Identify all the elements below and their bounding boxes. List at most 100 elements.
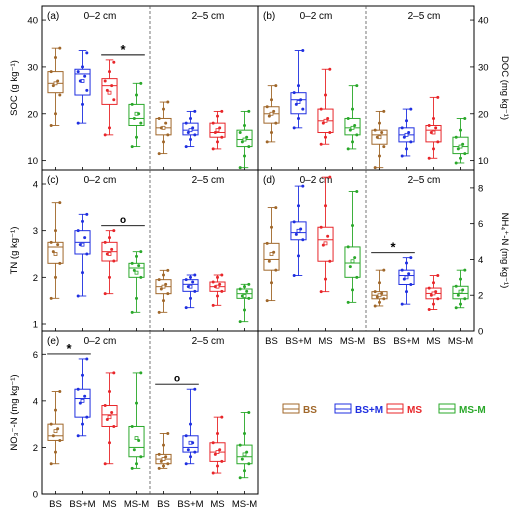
data-point (328, 131, 332, 135)
legend-label: BS (303, 405, 317, 416)
data-point (319, 290, 323, 294)
data-point (132, 448, 136, 452)
data-point (162, 273, 165, 277)
panel-label: (a) (47, 11, 59, 22)
box-BS+M-2-5cm (398, 107, 415, 158)
panel-label: (d) (263, 175, 275, 186)
data-point (459, 156, 462, 160)
box-mean (53, 252, 58, 256)
data-point (427, 156, 431, 160)
data-point (216, 140, 219, 144)
data-point (216, 431, 219, 435)
x-tick-label: MS-M (448, 336, 473, 347)
box-mean (215, 128, 220, 133)
legend-item-BS+M: BS+M (334, 403, 383, 416)
data-point (434, 126, 438, 130)
data-point (184, 434, 188, 438)
data-point (319, 225, 323, 229)
data-point (405, 147, 408, 151)
data-point (211, 471, 215, 475)
data-point (54, 275, 57, 279)
data-point (58, 390, 62, 394)
x-tick-label: BS (265, 336, 278, 347)
data-point (299, 98, 303, 102)
data-point (103, 240, 107, 244)
data-point (346, 300, 350, 304)
data-point (432, 302, 435, 306)
data-point (49, 123, 53, 127)
data-point (132, 116, 136, 120)
data-point (243, 308, 246, 312)
data-point (164, 455, 168, 459)
data-point (157, 310, 161, 314)
data-point (110, 247, 114, 251)
data-point (220, 273, 224, 277)
data-point (292, 91, 296, 95)
data-point (220, 459, 224, 463)
data-point (56, 79, 60, 83)
data-point (378, 121, 381, 125)
legend-item-BS: BS (282, 403, 317, 416)
data-point (186, 285, 190, 289)
data-point (189, 116, 192, 120)
box-BS+M-2-5cm (182, 273, 199, 310)
data-point (193, 133, 197, 137)
data-point (76, 70, 80, 74)
data-point (454, 284, 458, 288)
box-mean (350, 259, 355, 264)
box-mean (215, 450, 220, 454)
box-BS+M-0-2cm (290, 184, 307, 278)
data-point (301, 238, 305, 242)
data-point (245, 450, 249, 454)
data-point (382, 145, 386, 149)
data-point (243, 154, 246, 158)
data-point (348, 128, 352, 132)
y-tick-label: 3 (33, 226, 38, 237)
data-point (108, 441, 111, 445)
box-iqr (128, 262, 145, 278)
data-point (434, 290, 438, 294)
data-point (193, 273, 197, 277)
panel-b: (b) 0–2 cm 2–5 cm 10 20 30 40 DOC (mg kg⁻¹) (257, 5, 510, 171)
data-point (218, 448, 222, 452)
data-point (297, 116, 300, 120)
data-point (351, 288, 354, 292)
data-point (81, 65, 84, 69)
data-point (58, 438, 62, 442)
data-point (213, 131, 217, 135)
data-point (139, 121, 143, 125)
data-point (49, 240, 53, 244)
data-point (112, 424, 116, 428)
panel-label: (b) (263, 11, 275, 22)
data-point (220, 135, 224, 139)
data-point (240, 294, 244, 298)
data-point (247, 411, 251, 414)
data-point (382, 109, 386, 113)
data-point (135, 401, 138, 405)
data-point (456, 293, 460, 297)
data-point (405, 261, 408, 265)
data-point (270, 98, 273, 102)
box-BS-2-5cm (371, 268, 388, 308)
data-point (351, 140, 354, 144)
data-point (184, 462, 188, 466)
data-point (274, 206, 278, 210)
data-point (324, 135, 327, 139)
data-point (49, 296, 53, 300)
significance-mark: * (120, 42, 126, 57)
box-BS-0-2cm (47, 46, 64, 127)
y-tick-label: 2 (33, 443, 38, 454)
depth-label: 2–5 cm (192, 336, 225, 347)
data-point (213, 285, 217, 289)
x-tick-label: BS+M (393, 336, 419, 347)
box-MS-M-0-2cm (344, 84, 361, 151)
box-mean (458, 144, 463, 149)
depth-label: 0–2 cm (300, 11, 333, 22)
data-point (216, 114, 219, 118)
data-point (270, 131, 273, 135)
data-point (159, 126, 163, 130)
data-point (243, 285, 246, 289)
data-point (301, 184, 305, 188)
box-iqr (263, 242, 280, 271)
